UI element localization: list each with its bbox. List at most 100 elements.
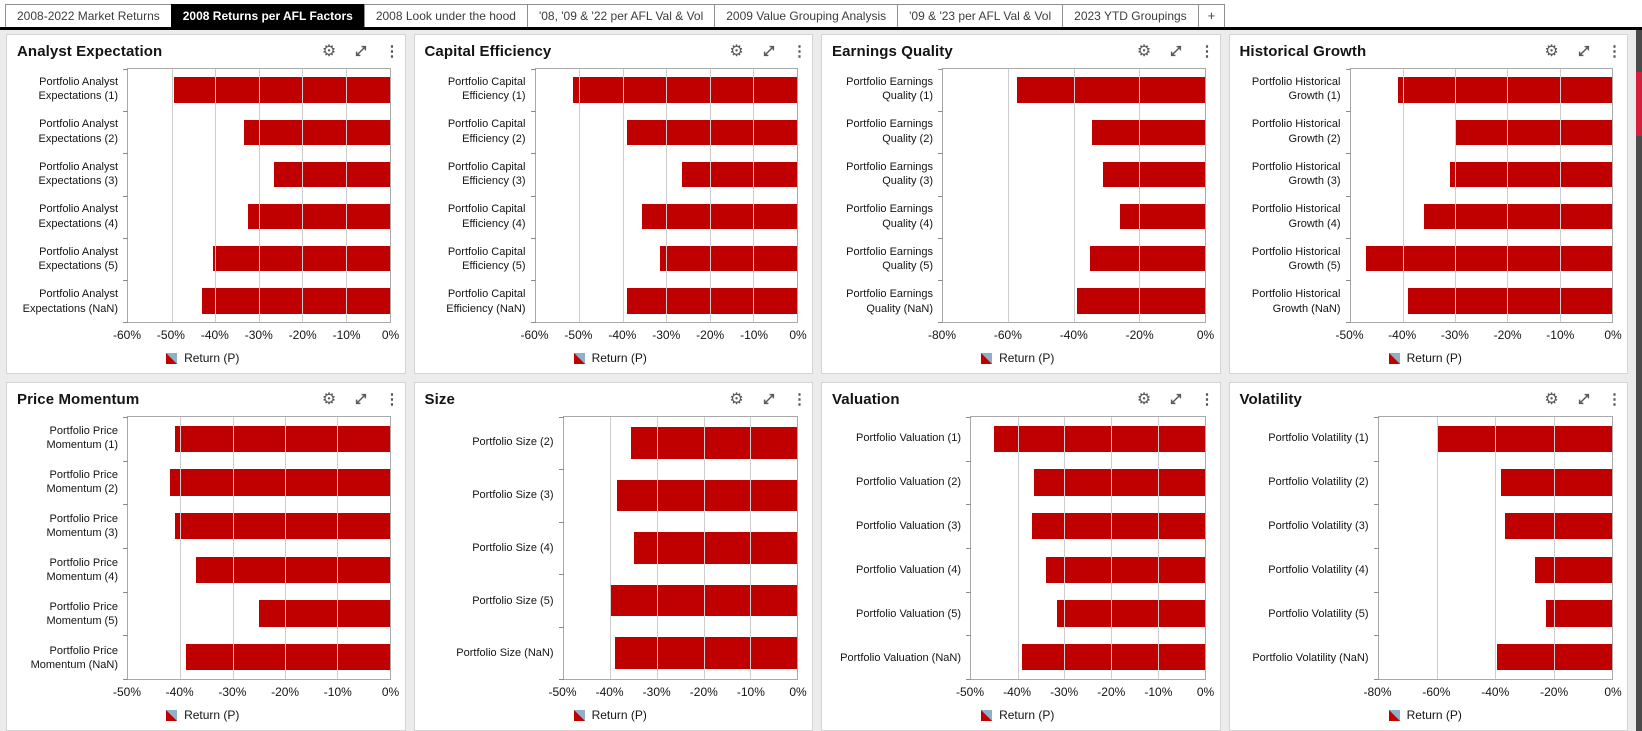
category-label[interactable]: Portfolio Capital Efficiency (1)	[447, 75, 526, 103]
settings-gear-icon[interactable]: ⚙	[729, 391, 744, 408]
legend-swatch-icon[interactable]	[166, 352, 178, 364]
category-label[interactable]: Portfolio Price Momentum (5)	[46, 600, 118, 627]
category-label[interactable]: Portfolio Historical Growth (NaN)	[1251, 288, 1341, 315]
category-label[interactable]: Portfolio Earnings Quality (NaN)	[846, 288, 933, 315]
category-label[interactable]: Portfolio Volatility (2)	[1268, 475, 1369, 488]
category-label[interactable]: Portfolio Price Momentum (1)	[46, 424, 118, 451]
legend-swatch-icon[interactable]	[166, 709, 178, 721]
return-bar[interactable]	[1045, 556, 1205, 583]
legend-label[interactable]: Return (P)	[1406, 351, 1462, 365]
settings-gear-icon[interactable]: ⚙	[1136, 43, 1152, 60]
return-bar[interactable]	[633, 532, 797, 564]
category-label[interactable]: Portfolio Valuation (5)	[856, 607, 961, 620]
category-label[interactable]: Portfolio Volatility (3)	[1268, 519, 1369, 532]
return-bar[interactable]	[1546, 600, 1612, 627]
legend-swatch-icon[interactable]	[1388, 352, 1400, 364]
category-label[interactable]: Portfolio Analyst Expectations (2)	[38, 118, 118, 145]
return-bar[interactable]	[614, 637, 797, 669]
settings-gear-icon[interactable]: ⚙	[1136, 391, 1152, 408]
expand-icon[interactable]	[1575, 43, 1592, 60]
return-bar[interactable]	[1366, 246, 1612, 272]
tab-2008-2022-market-returns[interactable]: 2008-2022 Market Returns	[5, 4, 172, 27]
expand-icon[interactable]	[760, 391, 777, 408]
category-label[interactable]: Portfolio Analyst Expectations (4)	[38, 203, 118, 230]
expand-icon[interactable]	[1575, 391, 1592, 408]
return-bar[interactable]	[1505, 513, 1612, 540]
legend-label[interactable]: Return (P)	[591, 708, 647, 722]
return-bar[interactable]	[1397, 77, 1612, 103]
category-label[interactable]: Portfolio Size (2)	[472, 436, 554, 449]
return-bar[interactable]	[185, 644, 390, 671]
category-label[interactable]: Portfolio Price Momentum (NaN)	[30, 644, 118, 671]
kebab-menu-icon[interactable]: ⋮	[1607, 43, 1622, 60]
category-label[interactable]: Portfolio Earnings Quality (2)	[846, 118, 933, 145]
category-label[interactable]: Portfolio Earnings Quality (5)	[846, 245, 933, 273]
expand-icon[interactable]	[1168, 391, 1185, 408]
expand-icon[interactable]	[353, 43, 370, 60]
legend-swatch-icon[interactable]	[981, 352, 993, 364]
legend-label[interactable]: Return (P)	[184, 708, 240, 722]
return-bar[interactable]	[1436, 425, 1612, 452]
category-label[interactable]: Portfolio Size (3)	[472, 489, 554, 502]
category-label[interactable]: Portfolio Historical Growth (3)	[1251, 160, 1341, 188]
tab-2008-returns-per-afl-factors[interactable]: 2008 Returns per AFL Factors	[170, 4, 365, 27]
kebab-menu-icon[interactable]: ⋮	[1199, 391, 1215, 408]
right-scrollbar[interactable]	[1636, 30, 1642, 731]
return-bar[interactable]	[1077, 288, 1205, 314]
return-bar[interactable]	[572, 77, 797, 103]
category-label[interactable]: Portfolio Capital Efficiency (5)	[447, 245, 526, 273]
category-label[interactable]: Portfolio Volatility (1)	[1268, 431, 1369, 444]
return-bar[interactable]	[1034, 469, 1205, 496]
category-label[interactable]: Portfolio Valuation (1)	[856, 431, 961, 444]
return-bar[interactable]	[994, 425, 1205, 452]
return-bar[interactable]	[196, 556, 390, 583]
legend-label[interactable]: Return (P)	[591, 351, 647, 365]
return-bar[interactable]	[213, 246, 390, 272]
return-bar[interactable]	[243, 119, 390, 145]
return-bar[interactable]	[681, 161, 797, 188]
category-label[interactable]: Portfolio Size (5)	[472, 594, 554, 607]
return-bar[interactable]	[169, 469, 390, 496]
category-label[interactable]: Portfolio Analyst Expectations (5)	[38, 245, 118, 273]
category-label[interactable]: Portfolio Historical Growth (2)	[1251, 118, 1341, 145]
category-label[interactable]: Portfolio Volatility (NaN)	[1252, 651, 1369, 664]
category-label[interactable]: Portfolio Volatility (4)	[1268, 563, 1369, 576]
legend-swatch-icon[interactable]	[573, 709, 585, 721]
category-label[interactable]: Portfolio Capital Efficiency (NaN)	[446, 288, 526, 315]
category-label[interactable]: Portfolio Capital Efficiency (2)	[447, 118, 526, 145]
tab-09-23-per-afl-val-vol[interactable]: '09 & '23 per AFL Val & Vol	[897, 4, 1064, 27]
settings-gear-icon[interactable]: ⚙	[1544, 391, 1559, 408]
tab-2009-value-grouping-analysis[interactable]: 2009 Value Grouping Analysis	[714, 4, 899, 27]
legend-label[interactable]: Return (P)	[999, 708, 1055, 722]
category-label[interactable]: Portfolio Analyst Expectations (3)	[38, 160, 118, 188]
tab-2023-ytd-groupings[interactable]: 2023 YTD Groupings	[1062, 4, 1199, 27]
return-bar[interactable]	[1103, 161, 1205, 188]
category-label[interactable]: Portfolio Size (4)	[472, 541, 554, 554]
category-label[interactable]: Portfolio Earnings Quality (4)	[846, 203, 933, 230]
kebab-menu-icon[interactable]: ⋮	[384, 43, 400, 60]
category-label[interactable]: Portfolio Valuation (3)	[856, 519, 961, 532]
expand-icon[interactable]	[353, 391, 370, 408]
add-sheet-tab-button[interactable]: +	[1197, 4, 1226, 27]
category-label[interactable]: Portfolio Valuation (2)	[856, 475, 961, 488]
category-label[interactable]: Portfolio Analyst Expectations (1)	[38, 75, 118, 103]
category-label[interactable]: Portfolio Analyst Expectations (NaN)	[22, 288, 118, 315]
return-bar[interactable]	[1022, 644, 1205, 671]
category-label[interactable]: Portfolio Size (NaN)	[456, 647, 554, 660]
return-bar[interactable]	[1423, 203, 1612, 230]
category-label[interactable]: Portfolio Earnings Quality (3)	[846, 160, 933, 188]
legend-swatch-icon[interactable]	[981, 709, 993, 721]
expand-icon[interactable]	[1168, 43, 1185, 60]
category-label[interactable]: Portfolio Valuation (4)	[856, 563, 961, 576]
return-bar[interactable]	[1031, 513, 1205, 540]
return-bar[interactable]	[642, 203, 797, 230]
settings-gear-icon[interactable]: ⚙	[321, 43, 337, 60]
return-bar[interactable]	[1449, 161, 1612, 188]
return-bar[interactable]	[202, 288, 390, 314]
category-label[interactable]: Portfolio Capital Efficiency (4)	[447, 203, 526, 230]
return-bar[interactable]	[274, 161, 390, 188]
legend-label[interactable]: Return (P)	[1406, 708, 1462, 722]
legend-label[interactable]: Return (P)	[999, 351, 1055, 365]
category-label[interactable]: Portfolio Historical Growth (5)	[1251, 245, 1341, 273]
return-bar[interactable]	[627, 119, 797, 145]
